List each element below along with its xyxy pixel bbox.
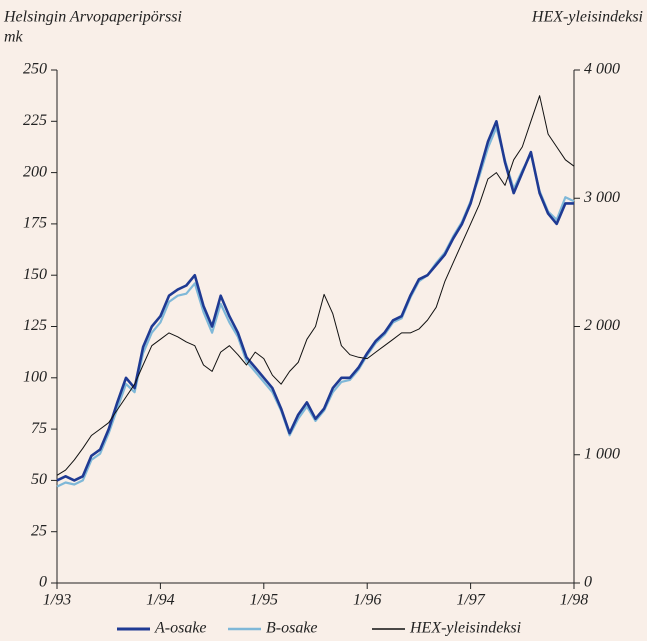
series-line	[56, 126, 575, 488]
y-tick-label: 25	[31, 522, 47, 539]
y2-tick-label: 4 000	[584, 61, 620, 78]
x-tick-label: 1/94	[146, 592, 174, 609]
x-tick-label: 1/96	[353, 592, 381, 609]
y-tick-label: 150	[23, 266, 47, 283]
left-axis-title: Helsingin Arvopaperipörssi	[3, 9, 182, 26]
y2-tick-label: 1 000	[584, 445, 620, 462]
y-tick-label: 250	[23, 61, 47, 78]
legend-label: A-osake	[154, 620, 207, 637]
y-tick-label: 175	[23, 215, 47, 232]
left-axis-unit: mk	[4, 29, 24, 46]
x-tick-label: 1/98	[560, 592, 588, 609]
y-tick-label: 75	[31, 420, 47, 437]
y-tick-label: 50	[31, 471, 47, 488]
legend-label: B-osake	[266, 620, 318, 637]
series-line	[56, 95, 575, 476]
x-tick-label: 1/97	[456, 592, 485, 609]
x-tick-label: 1/95	[250, 592, 278, 609]
right-axis-title: HEX-yleisindeksi	[531, 9, 643, 26]
y2-tick-label: 2 000	[584, 317, 620, 334]
y-tick-label: 0	[39, 574, 47, 591]
series-line	[56, 120, 574, 482]
y2-tick-label: 0	[584, 574, 592, 591]
y-tick-label: 125	[23, 317, 47, 334]
y-tick-label: 225	[23, 112, 47, 129]
x-tick-label: 1/93	[43, 592, 71, 609]
y-tick-label: 100	[23, 368, 47, 385]
legend-label: HEX-yleisindeksi	[409, 620, 521, 637]
y-tick-label: 200	[23, 163, 47, 180]
y2-tick-label: 3 000	[583, 189, 620, 206]
